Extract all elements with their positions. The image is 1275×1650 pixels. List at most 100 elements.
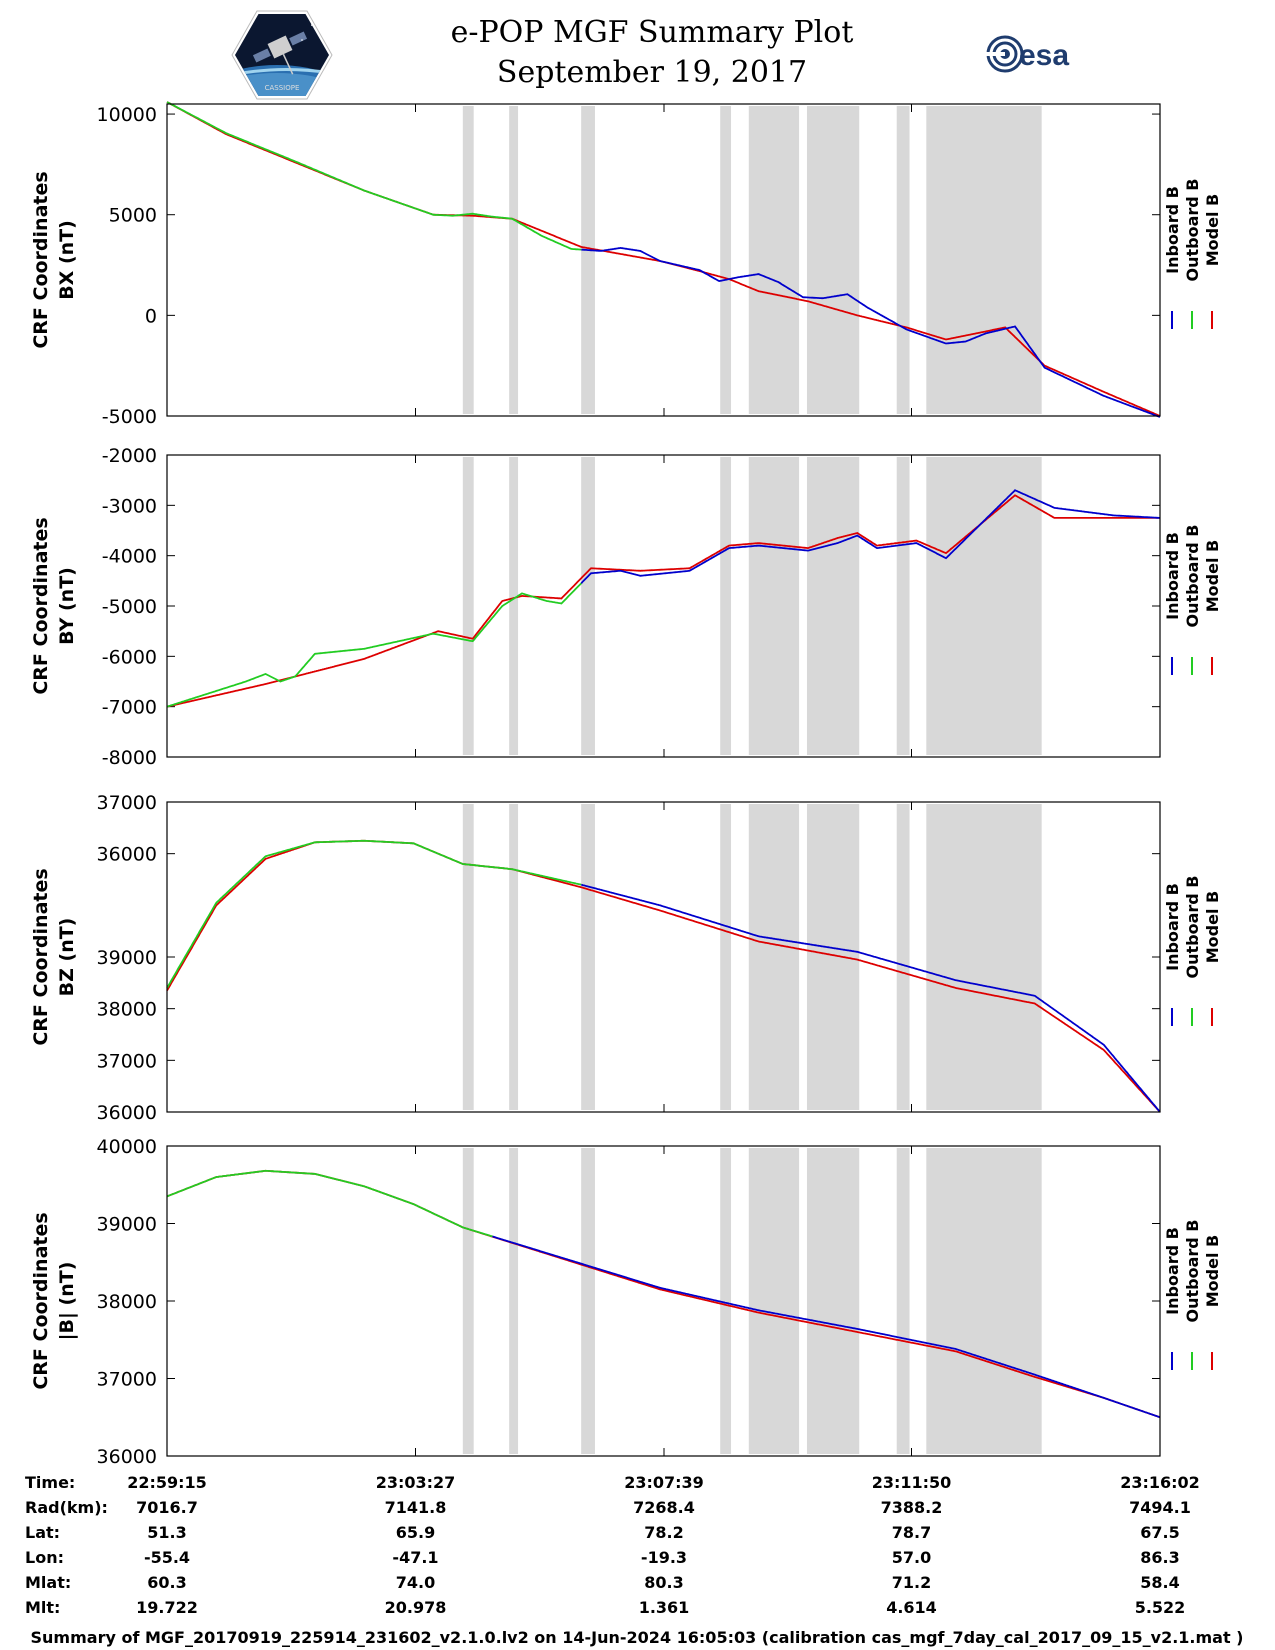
cassiope-logo-text: CASSIOPE (265, 84, 300, 92)
info-value: 80.3 (644, 1573, 683, 1592)
legend-entry: Model B (1203, 1235, 1222, 1307)
shaded-interval (926, 804, 1042, 1110)
y-tick-label: 36000 (97, 1446, 157, 1468)
shaded-interval (748, 457, 800, 755)
y-tick-label: 40000 (97, 1136, 157, 1158)
info-value: 5.522 (1135, 1598, 1186, 1617)
info-value: 78.2 (644, 1523, 683, 1542)
info-row-label: Time: (25, 1473, 75, 1492)
info-value: 22:59:15 (127, 1473, 207, 1492)
y-axis-label-line1: CRF Coordinates (30, 517, 52, 694)
info-value: 23:16:02 (1120, 1473, 1200, 1492)
y-tick-label: 38000 (97, 1291, 157, 1313)
y-tick-label: 37000 (97, 792, 157, 814)
y-axis-label-line2: BY (nT) (56, 567, 78, 645)
shaded-interval (509, 804, 519, 1110)
y-tick-label: 0 (145, 305, 157, 327)
info-row-label: Lat: (25, 1523, 60, 1542)
figure-title: e-POP MGF Summary Plot (451, 15, 854, 50)
footer-caption: Summary of MGF_20170919_225914_231602_v2… (31, 1628, 1244, 1647)
shaded-interval (926, 1148, 1042, 1454)
shaded-interval (926, 106, 1042, 414)
shaded-interval (581, 1148, 595, 1454)
legend-entry: Inboard B (1163, 883, 1182, 971)
y-tick-label: -5000 (102, 596, 157, 618)
info-value: 4.614 (886, 1598, 937, 1617)
esa-logo-text: esa (1019, 39, 1069, 72)
shaded-interval (462, 804, 474, 1110)
info-value: 57.0 (892, 1548, 931, 1567)
shaded-interval (720, 457, 732, 755)
info-value: 23:03:27 (376, 1473, 456, 1492)
plot-frame (166, 103, 1161, 417)
y-axis-label-line1: CRF Coordinates (30, 171, 52, 348)
y-tick-label: 39000 (97, 947, 157, 969)
info-value: 71.2 (892, 1573, 931, 1592)
shaded-interval (748, 106, 800, 414)
y-tick-label: 37000 (97, 1369, 157, 1391)
shaded-interval (581, 457, 595, 755)
esa-logo: esa (985, 35, 1069, 73)
shaded-interval (581, 804, 595, 1110)
y-axis-label-line1: CRF Coordinates (30, 868, 52, 1045)
legend-entry: Inboard B (1163, 186, 1182, 274)
shaded-interval (462, 457, 474, 755)
plot-frame (166, 454, 1161, 758)
info-row-label: Mlat: (25, 1573, 71, 1592)
legend-entry: Model B (1203, 891, 1222, 963)
info-value: 7388.2 (881, 1498, 943, 1517)
panel-3: 37000 36000 39000 38000 37000 36000 CRF Coordi… (30, 792, 1222, 1124)
shaded-interval (806, 804, 860, 1110)
series-inboard-b (581, 246, 1161, 418)
info-value: 23:07:39 (624, 1473, 704, 1492)
info-value: 20.978 (385, 1598, 447, 1617)
info-value: 67.5 (1140, 1523, 1179, 1542)
y-tick-label: 38000 (97, 999, 157, 1021)
figure-date: September 19, 2017 (497, 55, 807, 90)
series-inboard-b (492, 1235, 1161, 1419)
legend-entry: Outboard B (1183, 1220, 1202, 1323)
info-row-label: Mlt: (25, 1598, 60, 1617)
y-axis-label-line2: BZ (nT) (56, 918, 78, 997)
series-outboard-b (166, 1169, 493, 1238)
info-value: 7141.8 (385, 1498, 447, 1517)
info-value: 51.3 (147, 1523, 186, 1542)
shaded-interval (462, 1148, 474, 1454)
info-value: 58.4 (1140, 1573, 1179, 1592)
shaded-interval (509, 1148, 519, 1454)
y-tick-label: 10000 (97, 104, 157, 126)
y-tick-label: -8000 (102, 747, 157, 769)
series-model-b (166, 494, 1160, 708)
y-tick-label: 37000 (97, 1050, 157, 1072)
plot-frame (166, 801, 1161, 1113)
plot-frame (166, 1145, 1161, 1457)
series-inboard-b (580, 489, 1160, 584)
shaded-interval (462, 106, 474, 414)
info-value: 19.722 (136, 1598, 198, 1617)
info-value: -55.4 (144, 1548, 190, 1567)
legend-entry: Model B (1203, 194, 1222, 266)
legend: Inboard B Outboard B Model B (1163, 1220, 1222, 1370)
shaded-interval (896, 106, 910, 414)
y-tick-label: 36000 (97, 844, 157, 866)
info-value: 7494.1 (1129, 1498, 1191, 1517)
shaded-interval (806, 1148, 860, 1454)
shaded-interval (896, 804, 910, 1110)
shaded-interval (806, 457, 860, 755)
legend-entry: Inboard B (1163, 532, 1182, 620)
info-value: 23:11:50 (872, 1473, 952, 1492)
shaded-interval (896, 457, 910, 755)
info-value: 86.3 (1140, 1548, 1179, 1567)
shaded-interval (720, 106, 732, 414)
shaded-interval (509, 457, 519, 755)
info-value: 1.361 (639, 1598, 690, 1617)
legend-entry: Outboard B (1183, 876, 1202, 979)
y-tick-label: -4000 (102, 546, 157, 568)
shaded-interval (748, 804, 800, 1110)
info-row-label: Rad(km): (25, 1498, 108, 1517)
info-value: 7016.7 (136, 1498, 198, 1517)
y-tick-label: 5000 (109, 205, 157, 227)
x-axis-info-table: Time: 22:59:15 23:03:27 23:07:39 23:11:50 23:… (25, 1473, 1200, 1617)
